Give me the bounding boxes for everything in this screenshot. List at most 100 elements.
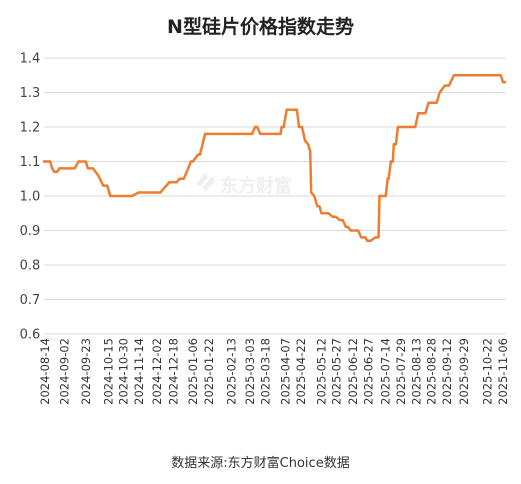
- data-point: [499, 74, 503, 77]
- data-point: [369, 239, 372, 242]
- data-point: [344, 225, 348, 229]
- x-tick-label: 2025-06-12: [346, 338, 360, 405]
- data-point: [168, 181, 171, 184]
- data-point: [320, 212, 323, 215]
- data-point: [394, 143, 398, 146]
- x-tick-label: 2024-12-02: [150, 338, 164, 405]
- data-point: [86, 167, 90, 170]
- data-point: [356, 229, 360, 232]
- data-point: [424, 112, 427, 115]
- x-tick-label: 2024-10-15: [101, 338, 115, 405]
- data-point: [256, 125, 259, 129]
- data-point: [203, 132, 207, 136]
- data-point: [276, 132, 279, 136]
- data-point: [297, 125, 301, 129]
- data-point: [198, 153, 202, 156]
- data-point: [295, 108, 299, 111]
- y-tick-label: 1.0: [20, 190, 41, 205]
- x-tick-label: 2025-03-18: [258, 338, 272, 405]
- data-point: [196, 153, 200, 156]
- data-point: [443, 84, 446, 87]
- data-point: [310, 191, 313, 194]
- data-point: [56, 170, 59, 173]
- y-tick-label: 1.4: [20, 52, 41, 67]
- data-point: [185, 170, 188, 173]
- data-point: [338, 218, 341, 222]
- data-point: [303, 139, 307, 142]
- data-point: [414, 125, 417, 129]
- data-point: [77, 160, 80, 163]
- y-tick-label: 1.3: [20, 86, 41, 101]
- data-point: [58, 167, 61, 170]
- data-point: [159, 191, 162, 194]
- x-tick-label: 2025-01-06: [186, 338, 200, 405]
- x-tick-label: 2025-09-12: [440, 338, 454, 405]
- data-point: [327, 212, 330, 215]
- data-point: [374, 236, 377, 239]
- x-tick-label: 2025-01-22: [202, 338, 216, 405]
- data-point: [403, 125, 407, 129]
- x-tick-label: 2025-05-27: [330, 338, 344, 405]
- x-tick-label: 2024-10-30: [117, 338, 131, 405]
- data-point: [237, 132, 240, 136]
- data-point: [137, 191, 140, 194]
- data-point: [259, 132, 262, 136]
- data-point: [243, 132, 247, 136]
- data-point: [309, 150, 312, 153]
- price-index-line: [42, 73, 507, 243]
- data-point: [279, 132, 282, 136]
- data-point: [377, 236, 380, 239]
- x-tick-label: 2024-08-14: [38, 338, 52, 405]
- data-point: [412, 125, 415, 129]
- data-point: [435, 101, 438, 105]
- x-tick-label: 2025-09-29: [457, 338, 471, 405]
- data-point: [66, 167, 69, 170]
- data-point: [501, 80, 505, 84]
- data-point: [274, 132, 277, 136]
- y-tick-label: 1.2: [20, 121, 41, 136]
- data-point: [306, 143, 310, 146]
- data-point: [73, 167, 76, 170]
- data-point: [191, 160, 195, 163]
- data-point: [84, 160, 88, 163]
- data-point: [366, 239, 369, 242]
- data-point: [380, 194, 383, 198]
- x-tick-label: 2024-09-23: [79, 338, 93, 405]
- watermark-logo: 东方财富: [196, 173, 292, 197]
- data-point: [391, 160, 394, 163]
- brand-logo-icon: [196, 173, 215, 191]
- source-note: 数据来源:东方财富Choice数据: [171, 456, 350, 471]
- x-tick-label: 2025-04-07: [279, 338, 293, 405]
- data-point: [398, 125, 402, 129]
- data-point: [96, 174, 100, 177]
- x-tick-label: 2025-05-12: [314, 338, 328, 405]
- x-tick-label: 2025-02-13: [225, 338, 239, 405]
- data-point: [282, 125, 285, 129]
- x-tick-label: 2025-04-22: [294, 338, 308, 405]
- data-point: [149, 191, 153, 194]
- data-point: [360, 236, 363, 239]
- data-point: [102, 184, 105, 187]
- data-point: [53, 170, 56, 173]
- data-point: [300, 125, 304, 129]
- data-point: [346, 225, 350, 229]
- data-point: [334, 215, 337, 218]
- data-point: [250, 132, 254, 136]
- data-point: [51, 167, 54, 170]
- x-tick-label: 2025-11-06: [496, 338, 510, 405]
- x-tick-label: 2025-07-29: [394, 338, 408, 405]
- data-point: [175, 181, 178, 184]
- y-tick-label: 0.8: [20, 259, 41, 274]
- data-point: [280, 125, 283, 129]
- data-point: [48, 160, 52, 163]
- data-point: [130, 194, 133, 198]
- data-point: [457, 74, 461, 77]
- data-point: [417, 112, 420, 115]
- data-point: [313, 194, 316, 198]
- data-point: [396, 125, 400, 129]
- x-tick-label: 2025-10-22: [481, 338, 495, 405]
- x-tick-label: 2025-07-14: [379, 338, 393, 405]
- y-tick-label: 0.6: [20, 328, 41, 343]
- data-point: [455, 74, 459, 77]
